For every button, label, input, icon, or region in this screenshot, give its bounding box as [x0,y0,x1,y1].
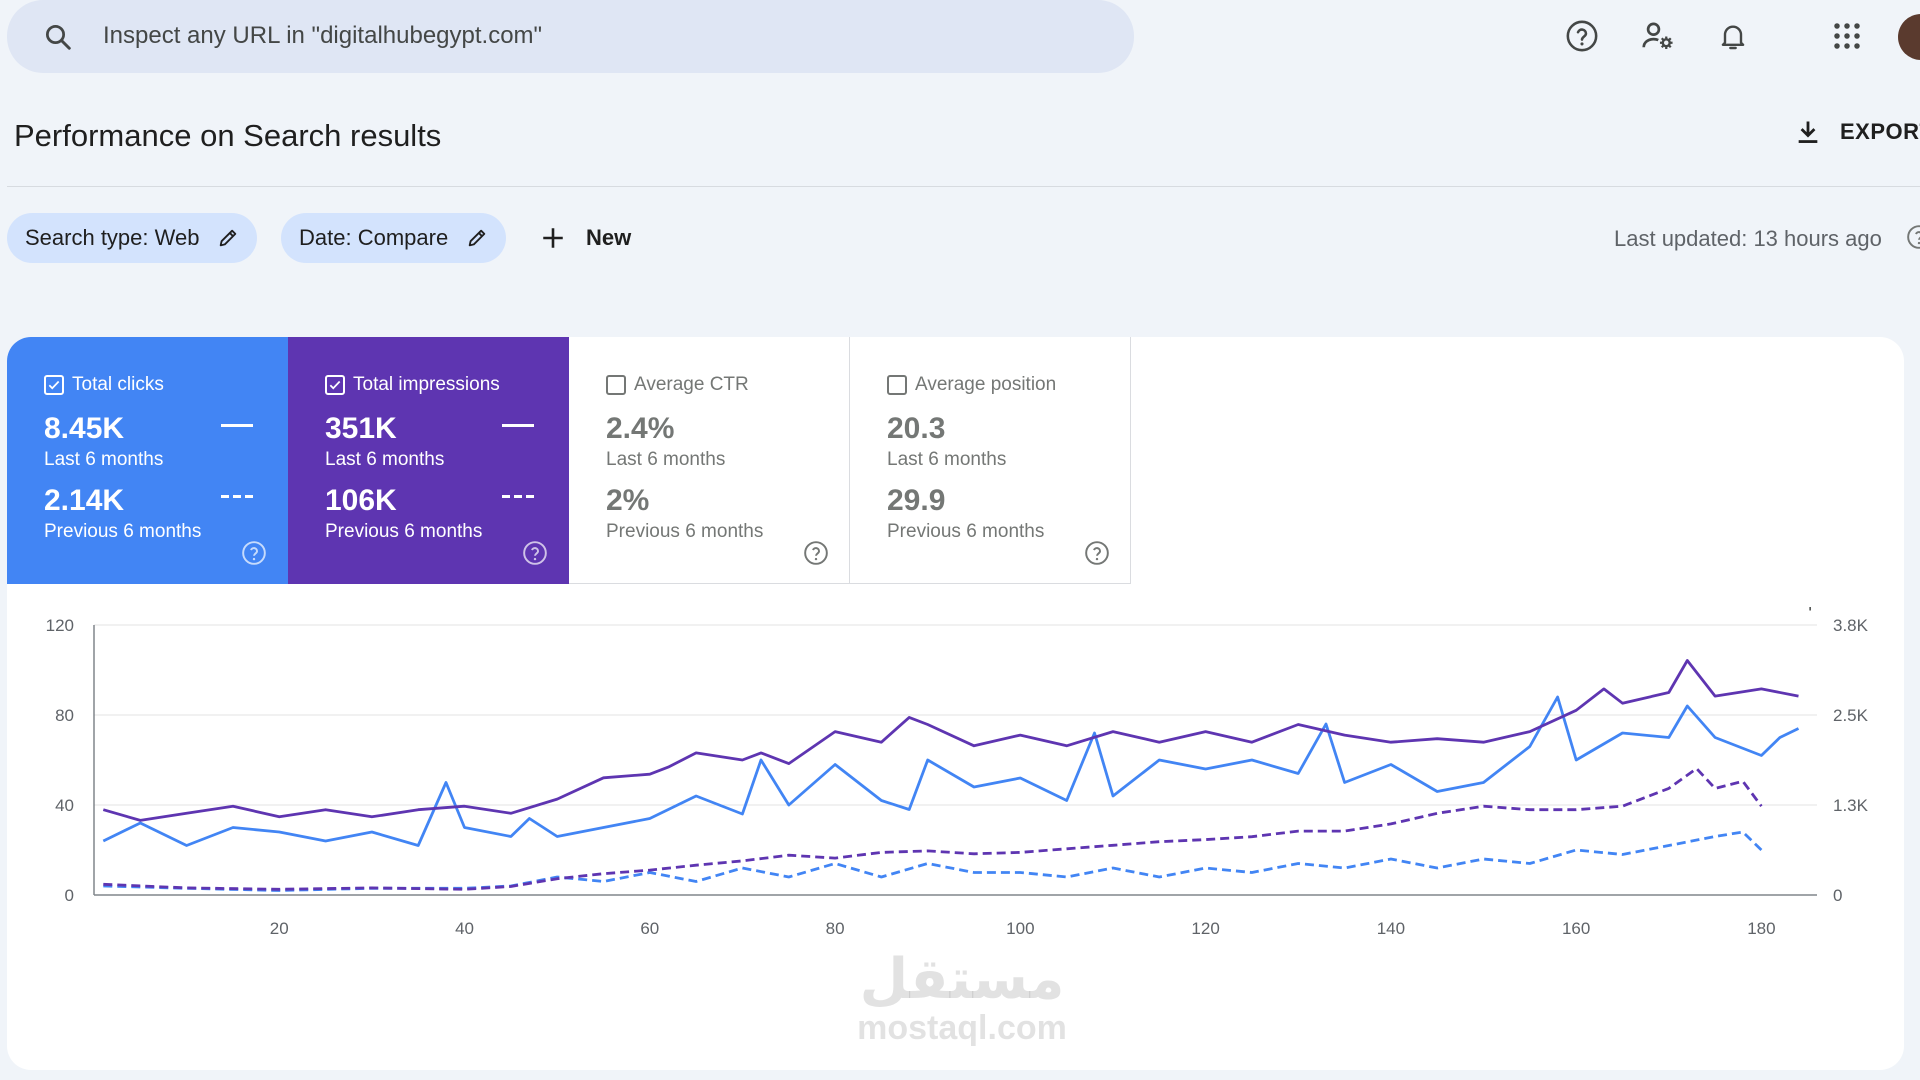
checkbox-checked[interactable] [44,375,64,395]
metric-average-position[interactable]: Average position 20.3 Last 6 months 29.9… [850,337,1131,584]
metric-title: Total clicks [72,374,164,395]
export-label: EXPORT [1840,119,1920,144]
help-icon[interactable] [1562,16,1602,56]
last-updated-text: Last updated: 13 hours ago [1614,226,1882,251]
metric-value-previous: 2.14K [44,484,125,517]
search-input[interactable] [103,16,1003,56]
chart-svg[interactable]: Clicks Impressions 0 0 40 1.3K 80 2.5K 120 3.8K 20… [7,592,1904,1067]
help-icon[interactable] [1084,540,1110,566]
x-tick-label: 180 [1747,919,1775,938]
x-tick-label: 160 [1562,919,1590,938]
metric-value-previous: 106K [325,484,397,517]
new-filter-label: New [586,225,632,250]
plus-icon [543,228,563,248]
performance-card: Total clicks 8.45K Last 6 months 2.14K P… [7,337,1904,1070]
new-filter-button[interactable]: New [540,214,631,262]
notifications-icon[interactable] [1713,16,1753,56]
checkbox-checked[interactable] [325,375,345,395]
series-line-total-impressions-dashed [103,767,1763,891]
metric-value-current: 20.3 [887,412,946,445]
metric-title: Average position [915,374,1057,395]
edit-icon [468,229,486,247]
help-icon[interactable] [241,540,267,566]
y-axis-left-label: Clicks [32,607,77,611]
metric-period-current: Last 6 months [887,449,1007,470]
x-tick-label: 100 [1006,919,1034,938]
dashed-line-legend [502,495,534,498]
help-icon[interactable] [803,540,829,566]
y-left-tick-label: 40 [55,796,74,815]
metric-average-ctr[interactable]: Average CTR 2.4% Last 6 months 2% Previo… [569,337,850,584]
metric-period-previous: Previous 6 months [44,521,202,542]
solid-line-legend [221,424,253,427]
date-chip-label: Date: Compare [299,225,449,250]
y-left-tick-label: 120 [46,616,74,635]
checkbox-unchecked[interactable] [606,375,626,395]
metric-value-previous: 29.9 [887,484,946,517]
x-tick-label: 80 [826,919,845,938]
help-icon[interactable] [522,540,548,566]
search-type-chip-label: Search type: Web [25,225,200,250]
metric-period-current: Last 6 months [606,449,726,470]
y-right-tick-label: 0 [1833,886,1842,905]
metric-period-previous: Previous 6 months [325,521,483,542]
y-left-tick-label: 0 [65,886,74,905]
series-line-total-impressions-solid [102,659,1799,822]
metric-period-current: Last 6 months [44,449,164,470]
x-tick-label: 40 [455,919,474,938]
date-filter-chip[interactable]: Date: Compare [281,213,507,263]
metric-total-impressions[interactable]: Total impressions 351K Last 6 months 106… [288,337,569,584]
y-right-tick-label: 1.3K [1833,796,1869,815]
y-right-tick-label: 2.5K [1833,706,1869,725]
apps-grid-icon[interactable] [1827,16,1867,56]
search-icon [46,25,71,50]
metric-period-current: Last 6 months [325,449,445,470]
edit-icon [220,229,237,247]
x-tick-label: 120 [1191,919,1219,938]
series-line-total-clicks-dashed [103,830,1763,892]
metric-value-current: 8.45K [44,412,125,445]
x-tick-label: 20 [270,919,289,938]
account-avatar[interactable] [1898,14,1920,60]
x-tick-label: 140 [1377,919,1405,938]
y-right-tick-label: 3.8K [1833,616,1869,635]
search-bar[interactable] [7,0,1134,73]
export-button[interactable]: EXPORT [1794,118,1920,146]
metric-period-previous: Previous 6 months [887,521,1045,542]
metric-value-current: 351K [325,412,397,445]
y-left-tick-label: 80 [55,706,74,725]
metric-period-previous: Previous 6 months [606,521,764,542]
search-type-filter-chip[interactable]: Search type: Web [7,213,258,263]
metric-title: Total impressions [353,374,500,395]
page-title: Performance on Search results [14,118,442,153]
help-icon[interactable] [1906,224,1920,250]
header-divider [7,186,1920,187]
metric-total-clicks[interactable]: Total clicks 8.45K Last 6 months 2.14K P… [7,337,288,584]
series-line-total-clicks-solid [102,695,1800,847]
download-icon [1798,121,1818,143]
metric-value-current: 2.4% [606,412,675,445]
dashed-line-legend [221,495,253,498]
checkbox-unchecked[interactable] [887,375,907,395]
performance-chart[interactable]: Clicks Impressions 0 0 40 1.3K 80 2.5K 120 3.8K 20… [7,592,1904,1067]
solid-line-legend [502,424,534,427]
y-axis-right-label: Impressions [1789,607,1881,611]
x-tick-label: 60 [640,919,659,938]
manage-users-icon[interactable] [1638,16,1678,56]
metric-title: Average CTR [634,374,749,395]
metric-value-previous: 2% [606,484,650,517]
